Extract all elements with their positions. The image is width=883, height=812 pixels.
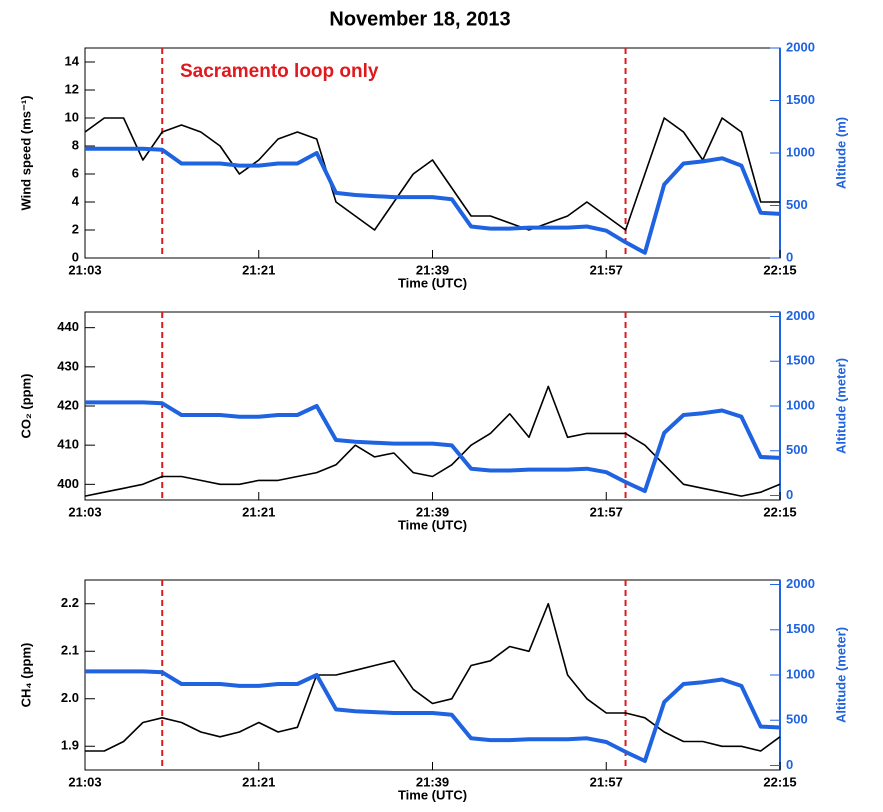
y2-axis-label: Altitude (meter)	[833, 358, 848, 454]
altitude-line	[85, 669, 781, 763]
y2-tick-label: 1500	[786, 92, 815, 107]
x-tick-label: 22:15	[763, 774, 796, 789]
y-tick-label: 0	[72, 249, 79, 264]
y2-tick-label: 500	[786, 712, 808, 727]
data-line	[84, 117, 780, 231]
annotation: Sacramento loop only	[180, 61, 379, 82]
x-tick-label: 21:57	[590, 774, 623, 789]
y-tick-label: 8	[72, 137, 79, 152]
x-tick-label: 21:03	[68, 262, 101, 277]
x-tick-label: 21:39	[416, 504, 449, 519]
y-tick-label: 6	[72, 165, 79, 180]
y-tick-label: 420	[57, 397, 79, 412]
y2-tick-label: 1500	[786, 621, 815, 636]
y-tick-label: 440	[57, 319, 79, 334]
altitude-line	[85, 400, 781, 493]
y-tick-label: 4	[72, 193, 80, 208]
y2-tick-label: 1000	[786, 144, 815, 159]
y-tick-label: 410	[57, 437, 79, 452]
y-tick-label: 2	[72, 221, 79, 236]
y2-tick-label: 1000	[786, 666, 815, 681]
y2-tick-label: 2000	[786, 39, 815, 54]
y-tick-label: 12	[65, 81, 79, 96]
plot-frame	[84, 311, 781, 501]
x-tick-label: 21:39	[416, 262, 449, 277]
plot-frame	[84, 579, 781, 771]
y2-axis-label: Altitude (m)	[833, 117, 848, 189]
y2-axis-label: Altitude (meter)	[833, 627, 848, 723]
y-tick-label: 2.1	[61, 643, 79, 658]
y-tick-label: 430	[57, 358, 79, 373]
x-tick-label: 22:15	[763, 504, 796, 519]
y-axis-label: CO₂ (ppm)	[18, 374, 33, 439]
x-tick-label: 21:21	[242, 504, 275, 519]
y2-tick-label: 1500	[786, 353, 815, 368]
x-tick-label: 21:39	[416, 774, 449, 789]
y2-tick-label: 0	[786, 249, 793, 264]
y2-tick-label: 2000	[786, 308, 815, 323]
x-tick-label: 21:57	[590, 262, 623, 277]
data-line	[85, 602, 781, 752]
y2-tick-label: 500	[786, 442, 808, 457]
y2-tick-label: 0	[786, 757, 793, 772]
x-tick-label: 21:21	[242, 262, 275, 277]
y-tick-label: 10	[65, 109, 79, 124]
chart-title: November 18, 2013	[329, 8, 510, 30]
x-axis-label: Time (UTC)	[398, 275, 467, 290]
y-tick-label: 2.2	[61, 595, 79, 610]
y2-tick-label: 500	[786, 197, 808, 212]
y2-tick-label: 1000	[786, 397, 815, 412]
y-axis-label: Wind speed (ms⁻¹)	[18, 95, 33, 210]
x-axis-label: Time (UTC)	[398, 787, 467, 802]
data-line	[84, 385, 781, 497]
x-tick-label: 21:03	[68, 504, 101, 519]
y-axis-label: CH₄ (ppm)	[18, 643, 33, 708]
y-tick-label: 400	[57, 476, 79, 491]
y-tick-label: 1.9	[61, 738, 79, 753]
y2-tick-label: 0	[786, 487, 793, 502]
x-tick-label: 21:57	[590, 504, 623, 519]
x-tick-label: 22:15	[763, 262, 796, 277]
y-tick-label: 14	[65, 53, 80, 68]
y2-tick-label: 2000	[786, 576, 815, 591]
x-axis-label: Time (UTC)	[398, 517, 467, 532]
y-tick-label: 2.0	[61, 690, 79, 705]
x-tick-label: 21:21	[242, 774, 275, 789]
x-tick-label: 21:03	[68, 774, 101, 789]
altitude-line	[85, 146, 781, 255]
